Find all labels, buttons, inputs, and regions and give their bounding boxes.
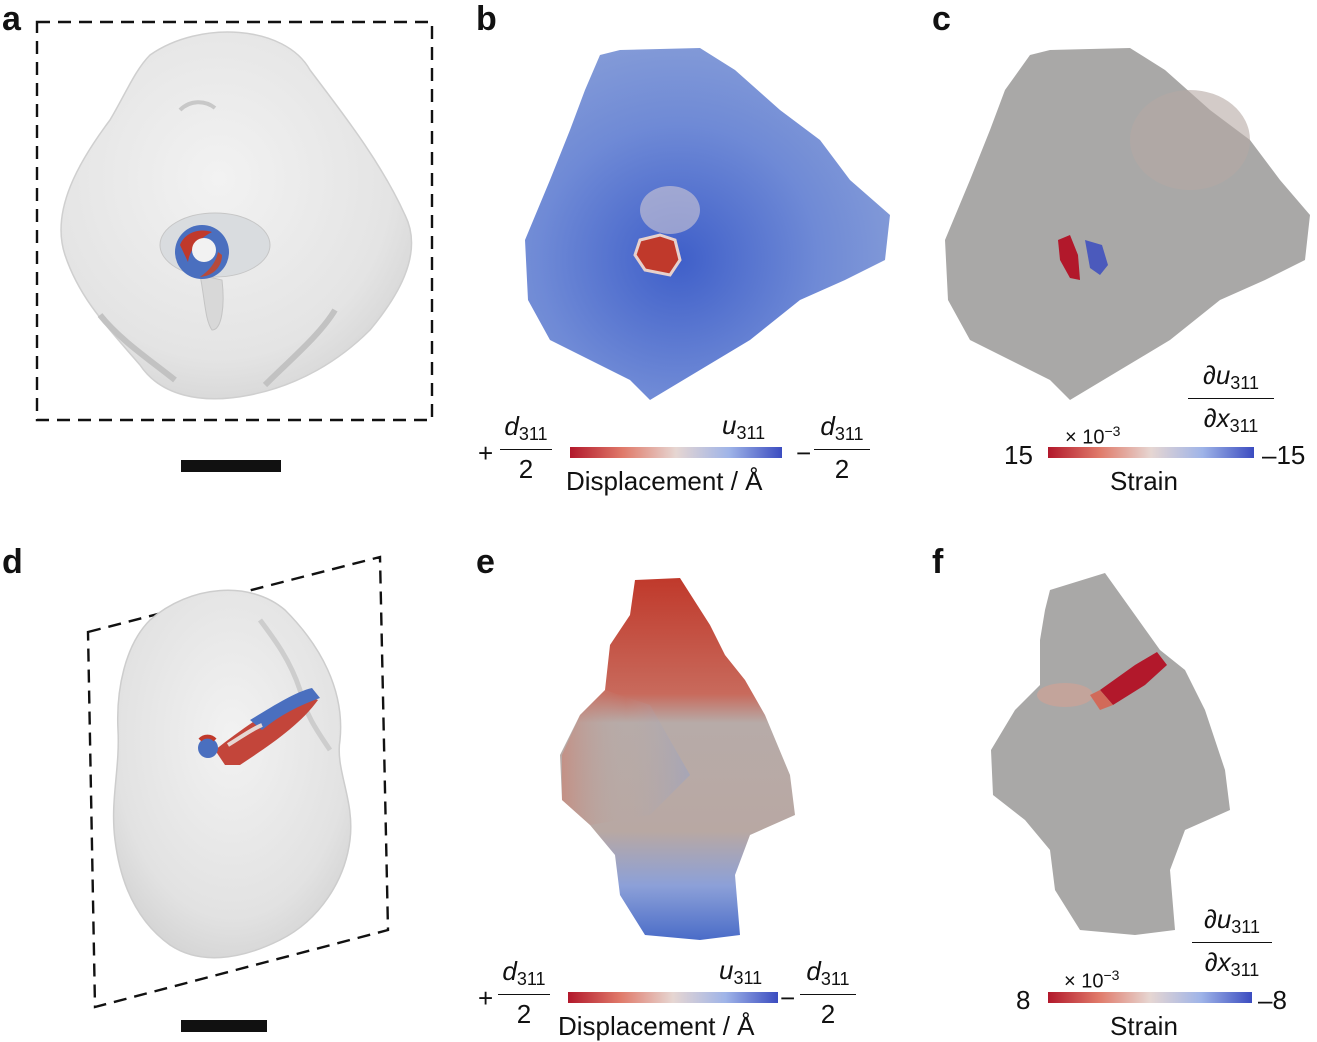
displacement-shade-e xyxy=(562,690,690,825)
colorbar-c-label: Strain xyxy=(1110,466,1178,496)
panel-d-render xyxy=(86,555,390,1009)
scale-bar-d xyxy=(181,1020,267,1032)
particle-shell-d xyxy=(112,589,352,959)
bounding-box-d xyxy=(86,555,390,1009)
bounding-box-a xyxy=(35,20,434,422)
dislocation-end-d xyxy=(198,738,218,758)
shell-fold-a2 xyxy=(97,313,177,383)
colorbar-b-label: Displacement / Å xyxy=(566,466,763,496)
colorbar-c-left-value: 15 xyxy=(1004,440,1033,470)
strain-blue-lobe-c xyxy=(1085,240,1108,275)
shell-channel-a xyxy=(199,274,224,331)
colorbar-b-variable: u311 xyxy=(722,410,766,443)
displacement-field-b xyxy=(525,48,890,400)
panel-label-e: e xyxy=(476,543,495,581)
shell-fold-a3 xyxy=(262,308,338,388)
panel-label-f: f xyxy=(932,543,944,581)
colorbar-e-right-fraction: d311 2 xyxy=(800,958,856,1027)
strain-band-f xyxy=(1100,652,1167,705)
strain-band-edge-f xyxy=(1090,690,1113,710)
strain-field-f xyxy=(991,573,1230,935)
panel-label-d: d xyxy=(2,543,23,581)
dislocation-tube-neutral-d xyxy=(226,723,263,747)
shell-fold-a xyxy=(178,100,217,112)
colorbar-f-gradient xyxy=(1048,992,1252,1003)
colorbar-f-scale: × 10−3 xyxy=(1064,967,1120,993)
displacement-core-b xyxy=(633,233,682,277)
colorbar-e-left-fraction: d311 2 xyxy=(498,958,550,1027)
panel-e-map xyxy=(560,578,795,940)
panel-a-render xyxy=(35,20,434,422)
panel-c-map xyxy=(945,48,1310,400)
colorbar-f-left-value: 8 xyxy=(1016,985,1031,1015)
dislocation-loop-red-a2 xyxy=(200,252,222,277)
colorbar-b-left-sign: + xyxy=(478,438,494,468)
dislocation-tube-d xyxy=(215,692,318,765)
dislocation-core-a xyxy=(192,238,216,262)
strain-red-lobe-c xyxy=(1058,235,1080,280)
colorbar-b-gradient xyxy=(570,447,782,458)
colorbar-c-derivative: ∂u311 ∂x311 xyxy=(1188,362,1274,435)
colorbar-b-right-sign: − xyxy=(796,438,812,468)
colorbar-f-right-value: –8 xyxy=(1258,985,1287,1015)
colorbar-b-right-fraction: d311 2 xyxy=(814,413,870,482)
dislocation-end-red-d xyxy=(198,734,217,742)
panel-b-map xyxy=(525,48,890,400)
colorbar-f-derivative: ∂u311 ∂x311 xyxy=(1192,906,1272,979)
colorbar-e-right-sign: − xyxy=(780,983,796,1013)
strain-field-c xyxy=(945,48,1310,400)
colorbar-b-left-fraction: d311 2 xyxy=(500,413,552,482)
panel-label-c: c xyxy=(932,0,951,38)
panel-f-map xyxy=(991,573,1230,935)
colorbar-c-right-value: –15 xyxy=(1262,440,1306,470)
panel-label-b: b xyxy=(476,0,497,38)
scale-bar-a xyxy=(181,460,281,472)
colorbar-e-variable: u311 xyxy=(719,955,763,988)
shell-fold-d xyxy=(257,618,333,752)
colorbar-c-scale: × 10−3 xyxy=(1065,423,1121,449)
displacement-neutral-zone-b xyxy=(640,186,700,234)
strain-faint-f xyxy=(1037,683,1093,707)
colorbar-c-gradient xyxy=(1048,447,1254,458)
colorbar-f-label: Strain xyxy=(1110,1011,1178,1041)
panel-label-a: a xyxy=(2,0,21,38)
dislocation-tube-blue-d xyxy=(250,688,320,730)
strain-tint-c xyxy=(1130,90,1250,190)
colorbar-e-label: Displacement / Å xyxy=(558,1011,755,1041)
colorbar-e-gradient xyxy=(568,992,778,1003)
colorbar-e-left-sign: + xyxy=(478,983,494,1013)
dislocation-loop-red-a xyxy=(180,230,212,262)
